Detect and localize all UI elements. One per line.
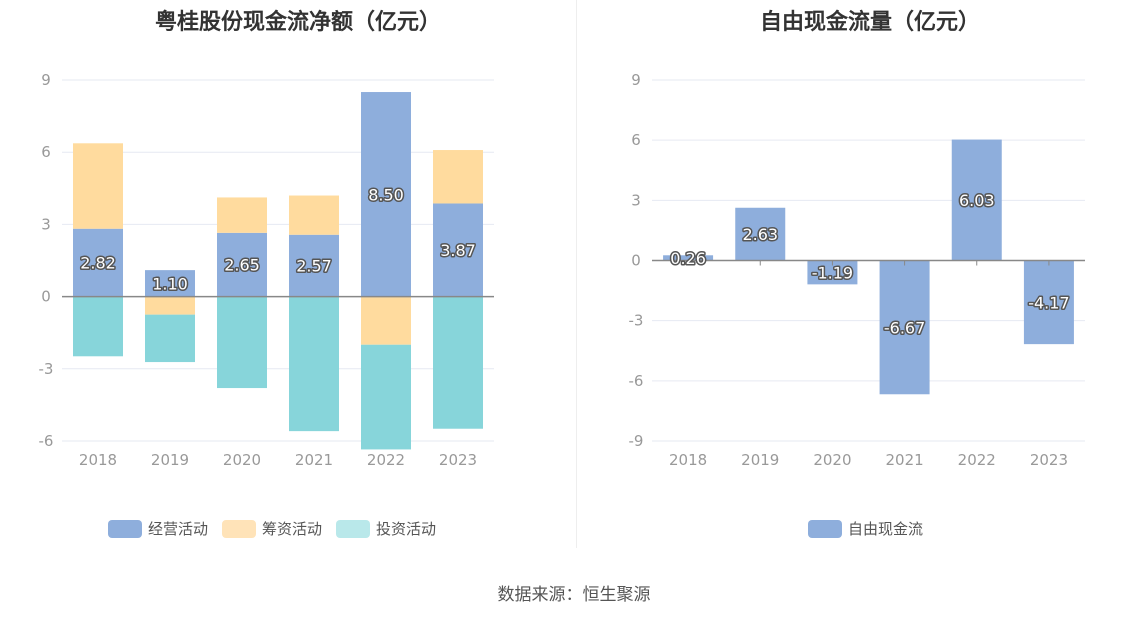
bar (217, 232, 267, 297)
bar-value-label: 2.82 (80, 254, 116, 273)
bar (145, 314, 195, 363)
bar (361, 344, 411, 450)
legend-item-free-cashflow[interactable]: 自由现金流 (808, 518, 923, 539)
x-tick-label: 2019 (151, 451, 189, 469)
legend-swatch (108, 519, 142, 538)
x-tick-label: 2023 (439, 451, 477, 469)
legend-swatch (222, 519, 257, 538)
legend-item-operating[interactable]: 经营活动 (108, 518, 208, 539)
bar (145, 270, 195, 297)
bar-value-label: 2.65 (224, 256, 260, 275)
y-tick-label: 0 (631, 252, 641, 270)
bar-value-label: 2.63 (742, 225, 778, 244)
y-tick-label: -6 (39, 432, 54, 450)
free-cashflow-bar-chart: -9 -6 -3 0 3 6 9 2018 2019 2020 2021 2022 2023 0.26 2.… (629, 71, 1085, 469)
x-tick-label: 2019 (741, 451, 779, 469)
bar (361, 296, 411, 345)
right-chart-title: 自由现金流量（亿元） (759, 10, 980, 35)
bar (951, 139, 1002, 261)
legend-label: 经营活动 (148, 520, 209, 538)
bar (807, 260, 858, 285)
legend-label: 投资活动 (376, 520, 437, 538)
bar (1023, 260, 1074, 345)
y-tick-label: -3 (39, 360, 54, 378)
x-tick-label: 2023 (1030, 451, 1068, 469)
bar (433, 203, 483, 297)
bar (217, 197, 267, 233)
legend-item-financing[interactable]: 筹资活动 (222, 518, 322, 539)
bar-value-label: -1.19 (812, 263, 853, 282)
x-tick-label: 2022 (958, 451, 996, 469)
bar (73, 143, 123, 229)
bar-value-label: 6.03 (959, 191, 995, 210)
bar (73, 296, 123, 357)
bar (433, 296, 483, 429)
bar (73, 228, 123, 297)
y-tick-label: -6 (629, 372, 644, 390)
bar (361, 92, 411, 297)
x-tick-label: 2021 (885, 451, 923, 469)
x-tick-label: 2021 (295, 451, 333, 469)
x-tick-label: 2018 (669, 451, 707, 469)
bar (145, 296, 195, 315)
y-tick-label: 6 (631, 131, 641, 149)
bar-value-label: -6.67 (884, 318, 925, 337)
y-tick-label: -3 (629, 312, 644, 330)
cashflow-stacked-bar-chart: -6 -3 0 3 6 9 2018 2019 2020 2021 2022 2023 2.82 1.10… (39, 71, 494, 469)
bar (663, 255, 714, 261)
x-tick-label: 2020 (813, 451, 851, 469)
bar-value-label: 3.87 (440, 241, 476, 260)
left-chart-title: 粤桂股份现金流净额（亿元） (154, 10, 441, 35)
bar (289, 195, 339, 235)
legend-label: 筹资活动 (262, 520, 323, 538)
y-tick-label: -9 (629, 432, 644, 450)
y-tick-label: 9 (41, 71, 51, 89)
bar (735, 207, 786, 261)
bar (289, 234, 339, 297)
bar-value-label: 1.10 (152, 274, 188, 293)
bar-value-label: 8.50 (368, 185, 404, 204)
bar (289, 296, 339, 432)
legend-item-investing[interactable]: 投资活动 (336, 518, 436, 539)
left-legend: 经营活动 筹资活动 投资活动 (108, 518, 436, 539)
x-tick-label: 2020 (223, 451, 261, 469)
legend-swatch (336, 519, 371, 538)
bar (879, 260, 930, 395)
y-tick-label: 0 (41, 288, 51, 306)
y-tick-label: 3 (41, 215, 51, 233)
bar-value-label: 0.26 (670, 249, 706, 268)
y-tick-label: 9 (631, 71, 641, 89)
legend-label: 自由现金流 (848, 520, 924, 538)
legend-swatch (808, 519, 842, 538)
bar-value-label: -4.17 (1028, 293, 1069, 312)
y-tick-label: 6 (41, 143, 51, 161)
x-tick-label: 2022 (367, 451, 405, 469)
bar (217, 296, 267, 389)
x-tick-label: 2018 (79, 451, 117, 469)
bar (433, 150, 483, 204)
right-legend: 自由现金流 (808, 518, 923, 539)
bar-value-label: 2.57 (296, 257, 332, 276)
chart-divider (576, 0, 577, 548)
y-tick-label: 3 (631, 191, 641, 209)
data-source: 数据来源：恒生聚源 (497, 585, 651, 605)
